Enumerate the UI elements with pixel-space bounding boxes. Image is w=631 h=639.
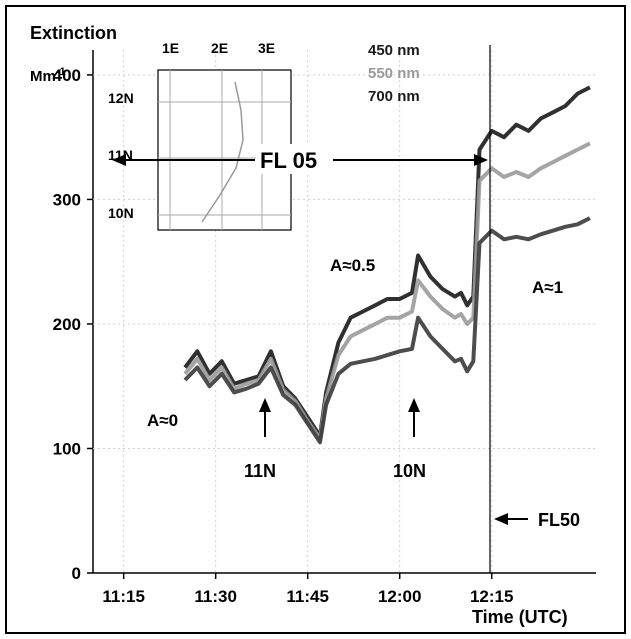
fl05-label-bg — [256, 144, 330, 174]
arrow-11n-label: 11N — [244, 461, 276, 481]
x-tick-label-3: 12:00 — [378, 587, 421, 606]
fl05-arrowhead-right — [474, 154, 488, 166]
inset-lon-3e: 3E — [258, 40, 275, 56]
fl50-label: FL50 — [538, 510, 580, 530]
x-tick-label-0: 11:15 — [102, 587, 145, 606]
axis-ticks: 0 100 200 300 400 11:15 11:30 11:45 12:00 12:15 — [53, 66, 514, 606]
fl05-arrowhead-left — [112, 154, 126, 166]
y-tick-label-100: 100 — [53, 439, 81, 458]
y-axis-unit-exponent: -1 — [56, 66, 66, 78]
x-tick-label-4: 12:15 — [470, 587, 513, 606]
arrow-10n-head — [408, 398, 420, 412]
inset-lat-10n: 10N — [108, 205, 134, 221]
annotation-a05: A≈0.5 — [330, 256, 375, 275]
arrow-11n-head — [259, 398, 271, 412]
annotation-a1: A≈1 — [532, 278, 563, 297]
legend-entry-700: 700 nm — [368, 88, 420, 105]
legend-entry-450: 450 nm — [368, 42, 420, 59]
arrow-10n: 10N — [393, 398, 426, 481]
x-tick-label-2: 11:45 — [286, 587, 329, 606]
inset-map: 1E 2E 3E 12N 11N 10N — [108, 40, 292, 231]
fl50-annotation: FL50 — [494, 510, 580, 530]
inset-flight-track — [201, 81, 244, 223]
x-axis-label: Time (UTC) — [472, 607, 568, 627]
series-line-2 — [183, 216, 591, 445]
fl05-label: FL 05 — [260, 148, 317, 173]
inset-lon-1e: 1E — [162, 40, 179, 56]
legend: 450 nm 550 nm 700 nm — [368, 42, 420, 105]
annotation-a0: A≈0 — [147, 411, 178, 430]
fl50-arrow-head — [494, 513, 508, 525]
y-axis-unit-base: Mm — [30, 68, 56, 85]
inset-lon-2e: 2E — [211, 40, 228, 56]
inset-lat-12n: 12N — [108, 90, 134, 106]
x-tick-label-1: 11:30 — [194, 587, 237, 606]
arrow-11n: 11N — [244, 398, 276, 481]
figure-border — [5, 5, 626, 634]
grid-lines — [93, 50, 596, 573]
y-tick-label-400: 400 — [53, 66, 81, 85]
data-series — [183, 85, 591, 445]
y-axis-unit: Mm-1 — [30, 66, 66, 85]
arrow-10n-label: 10N — [393, 461, 426, 481]
y-tick-label-200: 200 — [53, 315, 81, 334]
y-tick-label-0: 0 — [72, 564, 81, 583]
y-tick-label-300: 300 — [53, 190, 81, 209]
series-line-1 — [183, 141, 591, 441]
legend-entry-550: 550 nm — [368, 65, 420, 82]
fl05-annotation: FL 05 — [112, 144, 488, 174]
y-axis-label: Extinction — [30, 23, 117, 43]
